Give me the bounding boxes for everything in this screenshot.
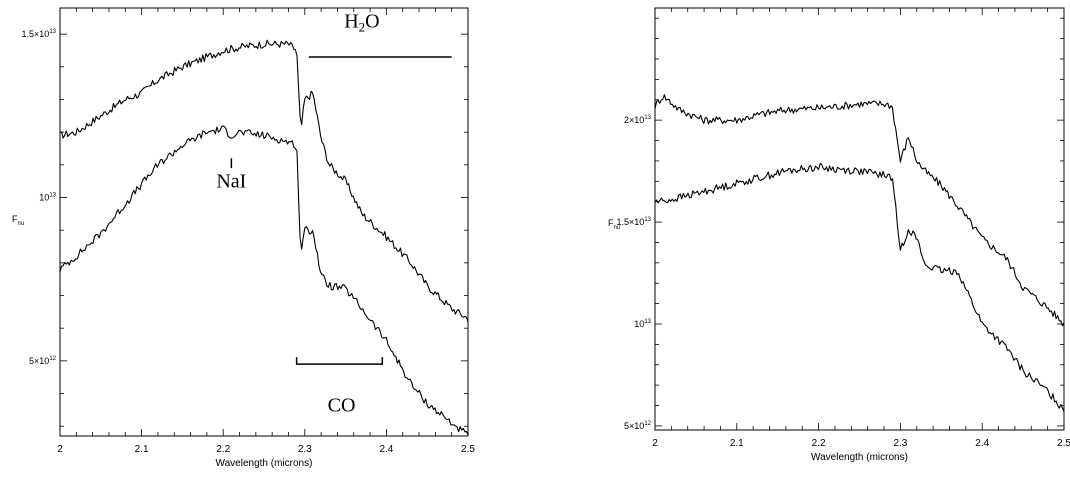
x-tick-label: 2.5 — [1057, 438, 1070, 449]
y-tick-label: 1.5×1013 — [22, 29, 57, 39]
x-tick-label: 2 — [57, 444, 63, 455]
x-tick-label: 2.3 — [893, 438, 907, 449]
plot-frame — [654, 7, 1065, 431]
annotation-label: H2O — [344, 11, 379, 35]
y-tick-label: 1013 — [634, 319, 651, 329]
spectrum-line-2 — [654, 162, 1065, 412]
spectrum-line-1 — [654, 94, 1065, 327]
y-tick-label: 1.5×1013 — [617, 217, 652, 227]
y-tick-label: 5×1012 — [29, 356, 57, 366]
x-tick-label: 2.1 — [135, 444, 149, 455]
right-panel: 2 2.1 2.2 2.3 2.4 2.5 5×1012 1013 1.5×1013 2×1013… — [608, 7, 1070, 463]
y-axis-label: Fnu — [608, 218, 620, 231]
x-tick-label: 2.5 — [461, 444, 475, 455]
annotation-label: CO — [328, 394, 356, 416]
x-tick-label: 2 — [652, 438, 658, 449]
x-axis-label: Wavelength (microns) — [811, 452, 908, 463]
annotation-label: NaI — [216, 171, 246, 193]
spectrum-line-1 — [59, 39, 469, 322]
x-tick-label: 2.4 — [379, 444, 393, 455]
left-panel: 2 2.1 2.2 2.3 2.4 2.5 5×1012 1013 1.5×1013 Wavele… — [12, 7, 475, 469]
co-band-bracket — [295, 357, 384, 365]
y-tick-label: 2×1013 — [624, 115, 652, 125]
y-tick-label: 1013 — [39, 192, 56, 202]
y-tick-label: 5×1012 — [624, 421, 652, 431]
x-tick-label: 2.3 — [298, 444, 312, 455]
x-tick-label: 2.2 — [812, 438, 826, 449]
x-tick-label: 2.2 — [216, 444, 230, 455]
x-tick-label: 2.4 — [975, 438, 989, 449]
x-tick-label: 2.1 — [730, 438, 744, 449]
spectrum-line-2 — [59, 125, 469, 436]
x-axis-label: Wavelength (microns) — [216, 458, 313, 469]
plot-frame — [59, 7, 469, 437]
y-axis-label: Fnu — [12, 214, 24, 227]
